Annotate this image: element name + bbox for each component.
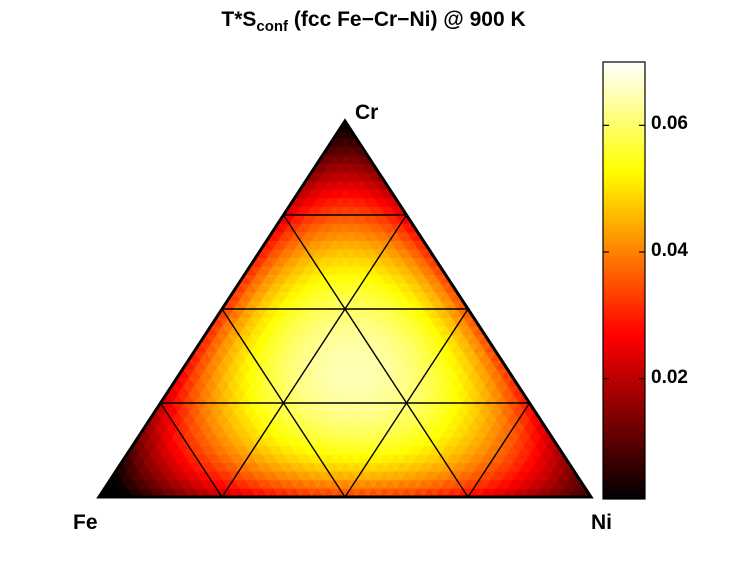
vertex-label-cr: Cr: [355, 101, 379, 124]
grid-line: [282, 214, 469, 498]
chart-title: T*Sconf (fcc Fe−Cr−Ni) @ 900 K: [221, 8, 526, 36]
colorbar-tick-label: 0.04: [651, 240, 688, 261]
colorbar: [602, 61, 646, 500]
vertex-label-fe: Fe: [73, 511, 98, 534]
colorbar-tick-label: 0.06: [651, 113, 688, 135]
grid-line: [159, 402, 223, 498]
triangle-border: [96, 118, 594, 499]
colorbar-ticks: [603, 124, 645, 380]
grid-line: [467, 402, 531, 498]
ternary-grid: [159, 214, 531, 498]
grid-line: [221, 308, 346, 498]
vertex-label-ni: Ni: [591, 511, 612, 534]
grid-line: [221, 214, 408, 498]
grid-line: [344, 308, 469, 498]
colorbar-tick-label: 0.02: [651, 366, 688, 388]
